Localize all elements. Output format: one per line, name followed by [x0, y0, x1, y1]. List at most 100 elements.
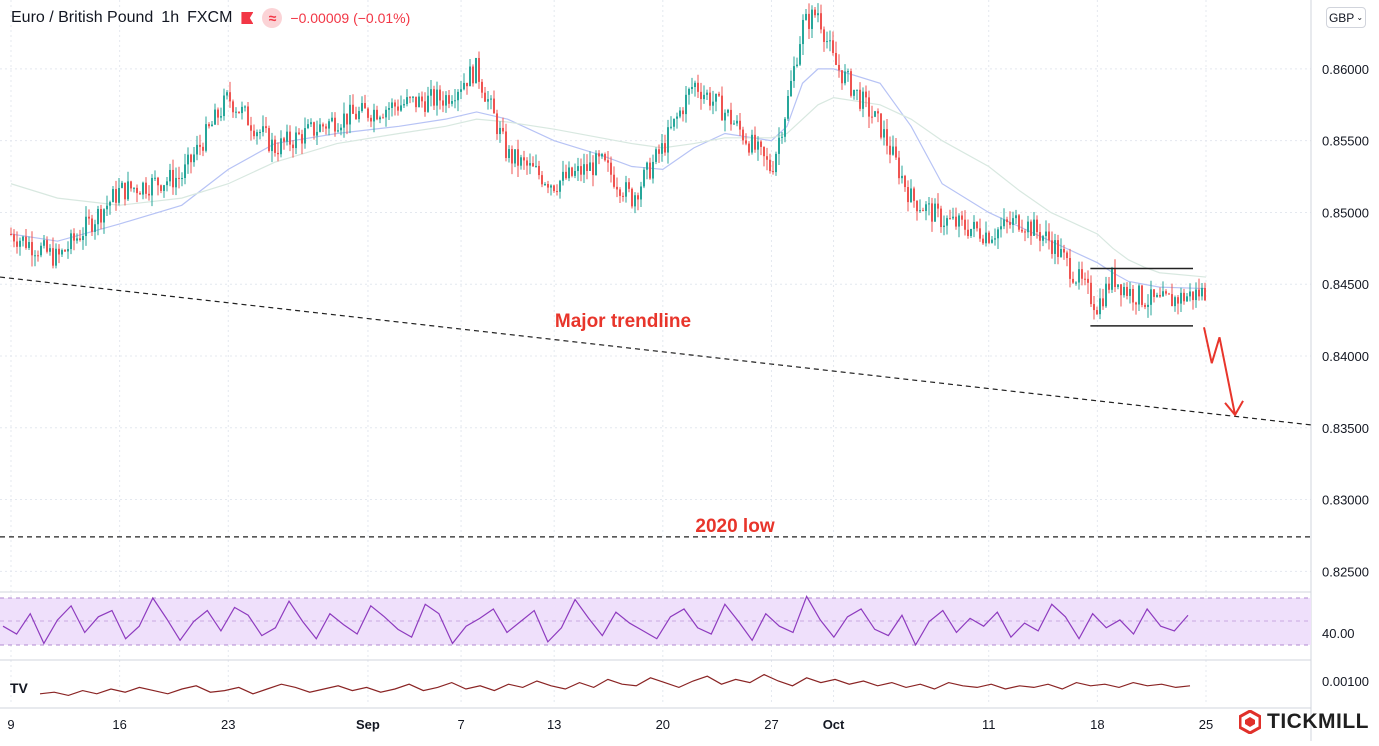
candle-body — [955, 216, 957, 227]
candle-body — [391, 102, 393, 109]
candle-body — [373, 109, 375, 122]
candle-body — [325, 126, 327, 129]
y-tick-label: 0.86000 — [1322, 62, 1369, 77]
candle-body — [367, 108, 369, 118]
candle-body — [562, 171, 564, 181]
projection-arrow-head — [1224, 400, 1244, 417]
candle-body — [178, 177, 180, 179]
symbol-name[interactable]: Euro / British Pound — [11, 9, 154, 26]
candle-body — [1171, 294, 1173, 307]
currency-button[interactable]: GBP ⌄ — [1326, 7, 1366, 28]
candle-body — [109, 202, 111, 206]
candle-body — [1048, 231, 1050, 241]
candle-body — [73, 233, 75, 241]
candle-body — [751, 134, 753, 153]
candle-body — [1126, 286, 1128, 296]
approx-icon[interactable]: ≈ — [262, 8, 283, 28]
candle-body — [1168, 293, 1170, 295]
candle-body — [655, 149, 657, 162]
candle-body — [874, 111, 876, 117]
candle-body — [205, 124, 207, 151]
interval-label[interactable]: 1h — [161, 9, 180, 26]
candle-body — [589, 162, 591, 171]
candle-body — [448, 95, 450, 104]
candle-body — [811, 9, 813, 29]
candle-body — [283, 138, 285, 142]
candle-body — [232, 101, 234, 113]
candle-body — [1096, 310, 1098, 315]
candle-body — [664, 143, 666, 153]
candle-body — [766, 156, 768, 160]
candle-body — [517, 149, 519, 166]
candle-body — [85, 216, 87, 237]
candle-body — [88, 216, 90, 219]
candle-body — [856, 89, 858, 91]
candle-body — [754, 134, 756, 150]
candle-body — [1015, 215, 1017, 219]
candle-body — [988, 232, 990, 243]
candle-body — [397, 106, 399, 111]
projection-arrow[interactable] — [1203, 327, 1237, 416]
tickmill-logo-icon — [1238, 709, 1262, 735]
candle-body — [661, 143, 663, 154]
candle-body — [94, 224, 96, 232]
candle-body — [148, 193, 150, 196]
candle-body — [1174, 297, 1176, 307]
candle-body — [673, 118, 675, 127]
candle-body — [976, 221, 978, 229]
candle-body — [1177, 297, 1179, 304]
candle-body — [1117, 284, 1119, 287]
candle-body — [979, 228, 981, 239]
candle-body — [175, 177, 177, 188]
candle-body — [151, 177, 153, 196]
candle-body — [994, 238, 996, 240]
chart-header: Euro / British Pound 1h FXCM ≈ −0.00009 … — [11, 8, 410, 28]
candle-body — [304, 128, 306, 144]
candle-body — [1069, 258, 1071, 279]
candle-body — [1081, 269, 1083, 279]
major-trendline[interactable] — [0, 276, 1312, 426]
candle-body — [730, 109, 732, 125]
candle-body — [832, 40, 834, 53]
candle-body — [358, 111, 360, 120]
candle-body — [586, 164, 588, 171]
candle-body — [115, 189, 117, 203]
candle-body — [1000, 226, 1002, 230]
candle-body — [376, 109, 378, 120]
candle-body — [1153, 289, 1155, 297]
candle-body — [139, 193, 141, 195]
candle-body — [334, 117, 336, 132]
candle-body — [613, 174, 615, 187]
candle-body — [412, 96, 414, 98]
candle-body — [280, 138, 282, 155]
candle-body — [163, 185, 165, 191]
candle-body — [940, 208, 942, 228]
candle-body — [1042, 236, 1044, 241]
candle-body — [328, 121, 330, 129]
candle-body — [142, 182, 144, 195]
candle-body — [640, 186, 642, 200]
candle-body — [472, 66, 474, 84]
y-tick-label: 0.84500 — [1322, 277, 1369, 292]
candle-body — [1111, 269, 1113, 290]
candle-body — [724, 112, 726, 121]
candle-body — [1030, 221, 1032, 236]
candle-body — [580, 166, 582, 175]
candle-body — [313, 122, 315, 136]
currency-label: GBP — [1328, 10, 1355, 25]
candle-body — [469, 66, 471, 87]
candle-body — [1093, 304, 1095, 311]
candle-body — [877, 111, 879, 114]
candle-body — [487, 99, 489, 102]
candle-body — [982, 238, 984, 244]
candle-body — [244, 106, 246, 108]
candle-body — [307, 124, 309, 129]
candle-body — [910, 188, 912, 203]
candle-body — [1204, 287, 1206, 301]
candle-body — [667, 127, 669, 153]
flag-icon[interactable] — [240, 11, 254, 25]
candle-body — [1108, 283, 1110, 290]
candle-body — [217, 109, 219, 118]
